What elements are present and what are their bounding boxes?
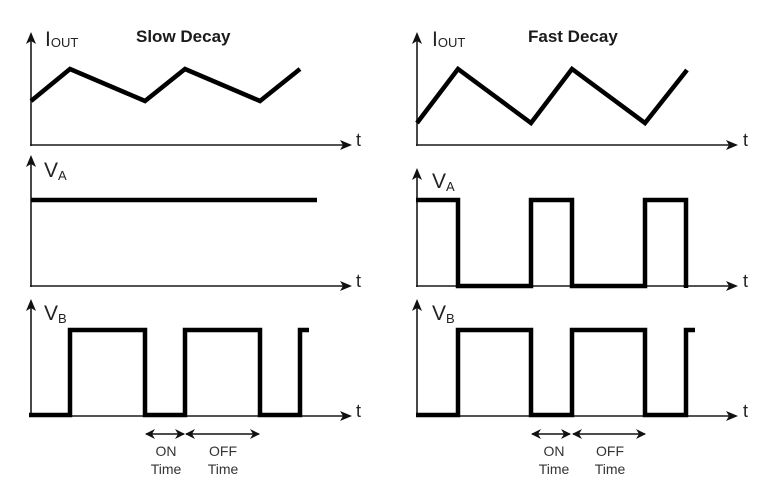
slow-timing-annotations: ON Time OFF Time [145,429,260,477]
fast-on-label: ON [544,443,565,459]
slow-decay-title: Slow Decay [136,27,231,46]
slow-iout-plot: IOUT t [26,28,361,150]
fast-iout-label: IOUT [432,28,465,51]
fast-va-label: VA [432,170,455,194]
slow-on-time-label: Time [151,461,182,477]
fast-off-label: OFF [596,443,624,459]
fast-vb-label: VB [432,302,455,326]
slow-decay-column: Slow Decay IOUT t VA t VB t [26,27,361,477]
slow-iout-t-label: t [356,130,361,150]
fast-decay-column: Fast Decay IOUT t VA t VB t [412,27,748,477]
fast-iout-plot: IOUT t [412,28,748,150]
fast-vb-waveform [416,327,695,418]
slow-va-t-label: t [356,271,361,291]
slow-on-label: ON [156,443,177,459]
slow-vb-waveform [29,327,309,418]
slow-vb-t-label: t [356,401,361,421]
fast-vb-t-label: t [743,401,748,421]
slow-va-plot: VA t [26,155,361,291]
fast-off-time-label: Time [595,461,626,477]
fast-va-plot: VA t [412,168,748,291]
slow-off-time-label: Time [208,461,239,477]
slow-off-label: OFF [209,443,237,459]
fast-va-waveform [416,197,689,289]
fast-decay-title: Fast Decay [528,27,618,46]
fast-timing-annotations: ON Time OFF Time [531,429,646,477]
fast-vb-plot: VB t [412,299,748,421]
fast-iout-waveform [415,65,689,127]
slow-iout-waveform [29,66,302,104]
slow-iout-label: IOUT [45,28,78,51]
slow-vb-label: VB [44,302,67,326]
fast-on-time-label: Time [539,461,570,477]
fast-va-t-label: t [743,271,748,291]
fast-iout-t-label: t [743,130,748,150]
slow-vb-plot: VB t [26,299,361,421]
slow-va-label: VA [44,159,67,183]
